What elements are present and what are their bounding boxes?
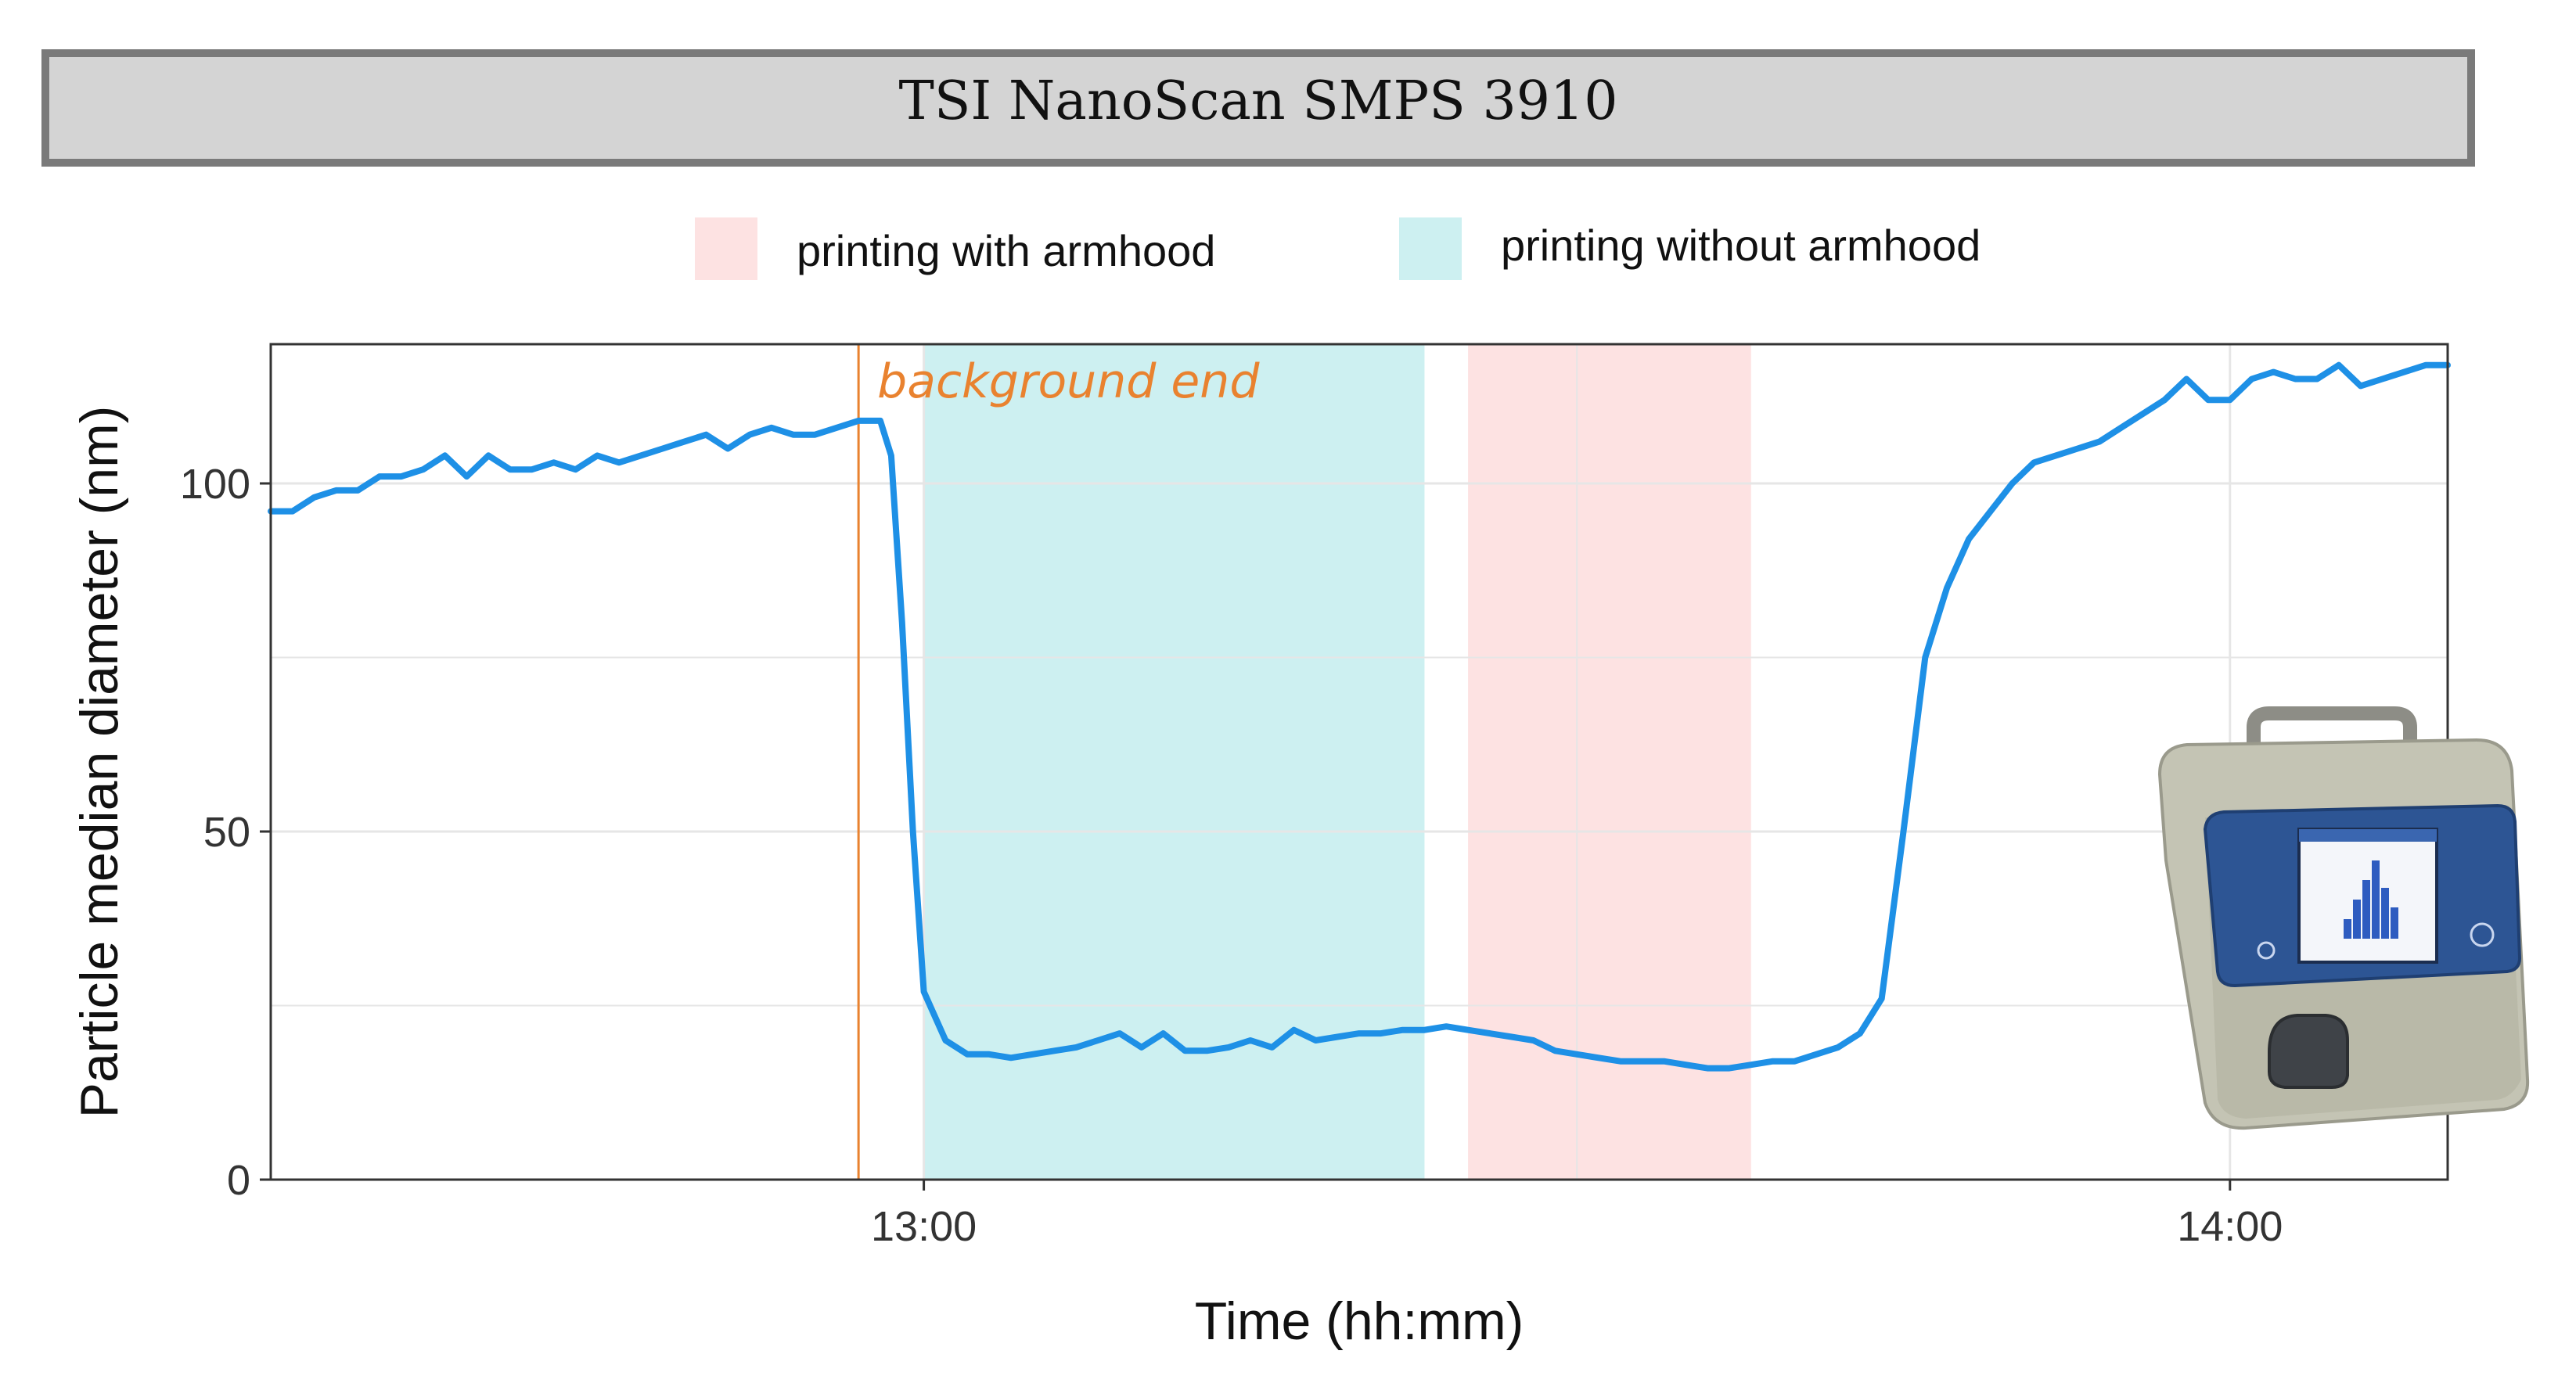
- y-tick-label: 100: [180, 461, 250, 508]
- axes-group: 13:00 14:00 0 50 100: [180, 461, 2283, 1250]
- device-image: [2157, 706, 2530, 1130]
- title-banner: TSI NanoScan SMPS 3910: [41, 49, 2475, 167]
- title-box: [41, 49, 2475, 167]
- x-tick-label: 13:00: [871, 1203, 977, 1250]
- series-group: [268, 361, 2451, 1072]
- annotation-group: background end: [857, 344, 1260, 1180]
- legend-swatch-pink: [695, 217, 757, 280]
- legend: printing with armhood printing without a…: [695, 217, 1981, 280]
- y-tick-label: 50: [203, 809, 250, 856]
- y-tick-label: 0: [227, 1157, 250, 1204]
- y-axis-title: Particle median diameter (nm): [70, 406, 129, 1119]
- page-title: TSI NanoScan SMPS 3910: [898, 70, 1617, 132]
- x-axis-title: Time (hh:mm): [1195, 1291, 1524, 1351]
- x-tick-label: 14:00: [2177, 1203, 2283, 1250]
- series-line-0: [268, 361, 2451, 1072]
- background-end-label: background end: [877, 354, 1260, 409]
- legend-swatch-cyan: [1399, 217, 1462, 280]
- legend-label-with-armhood: printing with armhood: [797, 226, 1215, 275]
- legend-label-without-armhood: printing without armhood: [1501, 221, 1981, 270]
- band-printing-with-armhood: [1468, 344, 1751, 1180]
